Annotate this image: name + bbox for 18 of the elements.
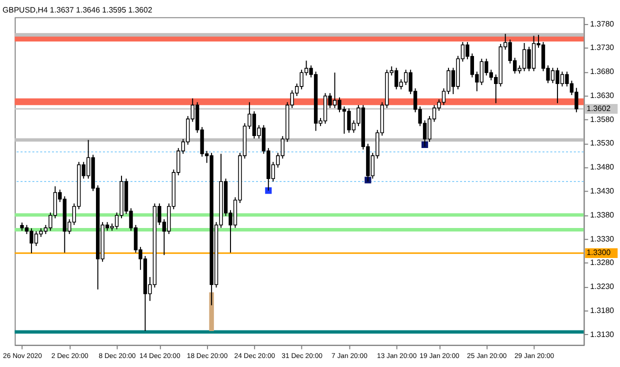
y-tick-label: 1.3530 — [590, 138, 615, 148]
ref-line-label: 1.3300 — [586, 248, 612, 258]
y-tick-label: 1.3730 — [590, 43, 615, 52]
y-tick-label: 1.3780 — [590, 19, 615, 28]
y-tick-label: 1.3180 — [590, 306, 615, 315]
y-tick-label: 1.3230 — [590, 282, 615, 292]
point — [265, 187, 272, 194]
y-tick-label: 1.3130 — [590, 330, 615, 339]
y-tick-label: 1.3480 — [590, 162, 615, 172]
y-tick-label: 1.3280 — [590, 258, 615, 268]
ref-line-label: 1.3602 — [586, 104, 611, 113]
y-tick-label: 1.3580 — [590, 114, 615, 124]
y-tick-label: 1.3430 — [590, 186, 615, 196]
y-tick-label: 1.3630 — [590, 90, 615, 100]
y-tick-label: 1.3680 — [590, 67, 615, 76]
y-tick-label: 1.3380 — [590, 210, 615, 220]
y-tick-label: 1.3330 — [590, 234, 615, 244]
chart-title: GBPUSD,H4 1.3637 1.3646 1.3595 1.3602 — [2, 5, 152, 14]
